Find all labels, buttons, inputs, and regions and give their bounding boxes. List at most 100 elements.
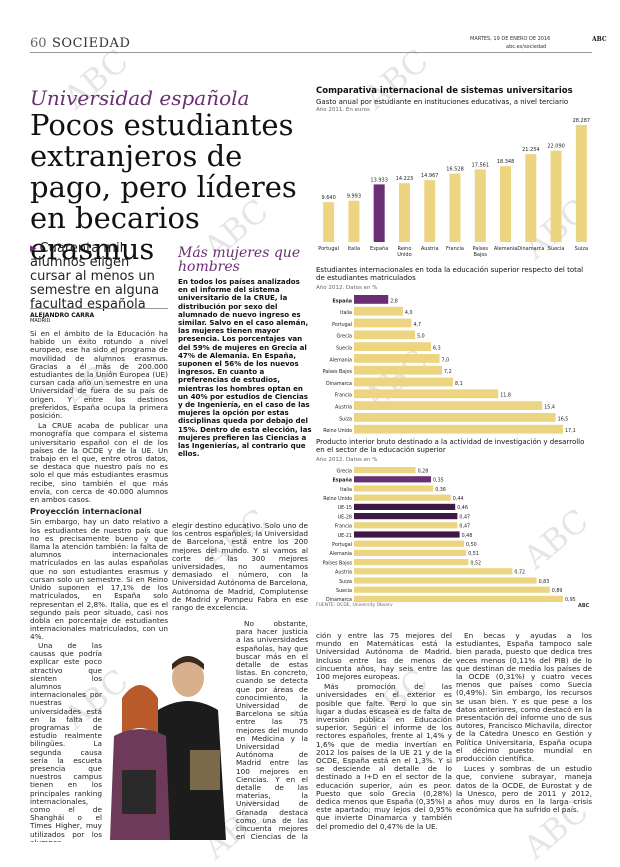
category-label: España [333,298,352,304]
chart-international-students: España 2,8 Italia 4,0 Portugal 4,7 Grecia 5,0 Su… [323,295,576,434]
issue-date: MARTES, 19 DE ENERO DE 2016 [470,36,551,42]
category-label: Reino [397,246,411,252]
category-label: Suiza [339,579,352,585]
category-label: Francia [446,246,464,252]
bar-value-label: 7,2 [444,369,452,375]
chart-source: FUENTE: OCDE, University Observ [316,603,393,608]
sidebar-text: En todos los países analizados en el inf… [178,277,312,459]
header-rule [30,52,592,53]
bar [354,365,442,375]
category-label: Países Bajos [323,368,353,375]
chart3-unit: Año 2012. Datos en % [316,457,378,463]
bar [354,549,467,556]
category-label: Austria [335,570,352,576]
bar-value-label: 0,48 [462,533,473,539]
bar-value-label: 0,44 [453,496,464,502]
bar-value-label: 0,50 [466,542,477,548]
category-label: Francia [335,524,352,530]
bar [348,200,360,242]
paragraph: Sin embargo, hay un dato relativo a los … [30,517,168,642]
bar [424,180,436,242]
bar-value-label: 0,35 [433,478,444,484]
students-photo [110,656,226,840]
arrow-icon: ▸ [30,241,37,256]
bar-value-label: 9.993 [347,194,361,200]
section-name: SOCIEDAD [52,36,131,51]
paragraph: elegir destino educativo. Solo uno de lo… [172,522,308,613]
bar-value-label: 5,0 [417,334,425,340]
category-label: Grecia [337,334,353,340]
bar [354,559,469,566]
bar [354,342,431,351]
paragraph: No obstante, para hacer justicia a las u… [236,620,308,842]
category-label: Italia [348,246,360,252]
bar-value-label: 9.640 [321,195,335,201]
bar [550,150,562,242]
bar-value-label: 4,0 [405,310,413,316]
category-label: Suiza [339,416,352,422]
category-label: Alemania [494,246,517,252]
paragraph: La CRUE acaba de publicar una monografía… [30,421,168,505]
bar-value-label: 0,46 [457,505,468,511]
category-label: Portugal [332,542,352,548]
bar-value-label: 6,3 [433,345,441,351]
bar-value-label: 0,83 [539,579,550,585]
bar-value-label: 7,0 [442,357,450,363]
bar [323,202,335,242]
bar-value-label: 0,72 [514,570,525,576]
paragraph: Si en el ámbito de la Educación ha habid… [30,329,168,421]
bar [354,401,543,410]
bar [449,173,461,242]
bar-value-label: 14.223 [396,176,414,182]
bar-value-label: 0,52 [470,560,481,566]
paragraph: Luces y sombras de un estudio que, convi… [456,764,592,815]
bar [500,166,512,242]
category-label: UE-21 [338,533,352,539]
bar [354,586,550,593]
category-label: Austria [421,246,439,252]
bar-value-label: 21.254 [522,147,540,153]
bar [354,503,456,510]
category-label: Bajos [473,252,487,258]
category-label: Dinamarca [326,597,352,603]
bar-value-label: 0,28 [418,468,429,474]
bar-value-label: 15,4 [544,404,555,410]
bar-value-label: 0,36 [435,487,446,493]
paragraph: En becas y ayudas a los estudiantes, Esp… [456,632,592,764]
bar-value-label: 0,89 [552,588,563,594]
bar [354,595,563,602]
bar-value-label: 0,95 [565,597,576,603]
category-label: Países Bajos [323,559,353,566]
category-label: Dinamarca [326,381,352,387]
article-column-3: ción y entre las 75 mejores del mundo en… [316,632,452,842]
bar [354,467,416,474]
category-label: Unido [397,252,411,258]
page-number: 60 [30,36,47,51]
subhead: Proyección internacional [30,507,142,517]
category-label: Austria [335,404,352,410]
chart2-unit: Año 2012. Datos en % [316,285,378,291]
category-label: Francia [335,393,352,399]
bar [575,125,587,242]
category-label: UE-15 [338,505,352,511]
bar [354,513,458,520]
sidebar-title: Más mujeres que hombres [178,245,301,275]
chart1-unit: Año 2011. En euros [316,107,370,113]
bar [354,522,458,529]
bar [354,295,389,304]
bar [354,306,403,316]
bar [354,377,453,387]
bar [354,540,464,547]
bar-value-label: 13.933 [370,177,388,183]
lead-text: Cuarenta mil alumnos eligen cursar al me… [30,241,160,312]
bar [354,531,460,538]
category-label: Grecia [337,468,353,474]
bar [474,169,486,242]
category-label: Portugal [318,246,339,252]
newspaper-logo: ABC [592,36,607,43]
paragraph: Una de las causas que podría explicar es… [30,642,102,842]
bar [354,413,556,422]
section-url[interactable]: abc.es/sociedad [506,44,547,50]
bar [354,476,431,483]
category-label: Suecia [336,345,352,351]
